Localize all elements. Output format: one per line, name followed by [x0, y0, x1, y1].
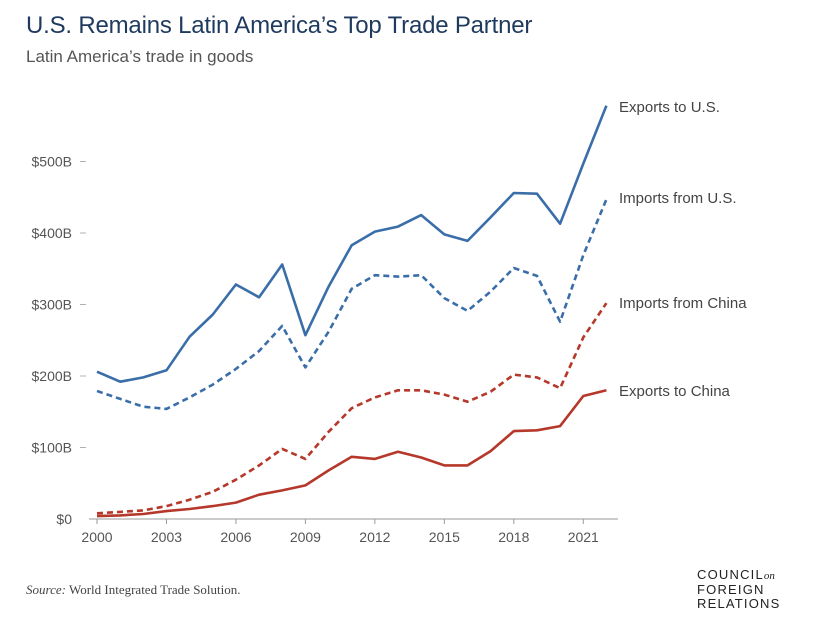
source-text: World Integrated Trade Solution. — [68, 582, 241, 597]
chart-subtitle: Latin America’s trade in goods — [26, 47, 254, 66]
chart-title: U.S. Remains Latin America’s Top Trade P… — [26, 12, 533, 39]
logo-word-council: COUNCIL — [697, 567, 764, 582]
series-line-exports-to-china — [96, 389, 607, 518]
series-label-exports-to-u-s: Exports to U.S. — [619, 99, 720, 116]
y-tick-label: $0 — [56, 511, 72, 527]
x-tick-label: 2018 — [498, 529, 529, 545]
x-tick-label: 2009 — [290, 529, 321, 545]
series-label-imports-from-u-s: Imports from U.S. — [619, 190, 737, 207]
y-tick-label: $500B — [32, 154, 72, 170]
logo-word-relations: RELATIONS — [697, 596, 781, 611]
series-line-exports-to-u-s — [96, 105, 608, 384]
logo-word-on: on — [763, 570, 775, 582]
y-tick-label: $400B — [32, 225, 72, 241]
logo-word-foreign: FOREIGN — [697, 582, 765, 597]
series-label-imports-from-china: Imports from China — [619, 295, 747, 312]
source-label: Source: — [26, 582, 66, 597]
series-line-imports-from-china — [96, 302, 608, 515]
x-tick-label: 2003 — [151, 529, 182, 545]
cfr-logo: COUNCILon FOREIGN RELATIONS — [697, 568, 781, 611]
x-tick-label: 2021 — [568, 529, 599, 545]
x-tick-label: 2000 — [81, 529, 112, 545]
x-tick-label: 2012 — [359, 529, 390, 545]
series-label-exports-to-china: Exports to China — [619, 383, 731, 400]
x-tick-label: 2006 — [220, 529, 251, 545]
y-tick-label: $200B — [32, 368, 72, 384]
y-tick-label: $300B — [32, 297, 72, 313]
source-note: Source: World Integrated Trade Solution. — [26, 582, 241, 598]
y-tick-label: $100B — [32, 440, 72, 456]
x-tick-label: 2015 — [429, 529, 460, 545]
series-line-imports-from-u-s — [96, 198, 608, 411]
